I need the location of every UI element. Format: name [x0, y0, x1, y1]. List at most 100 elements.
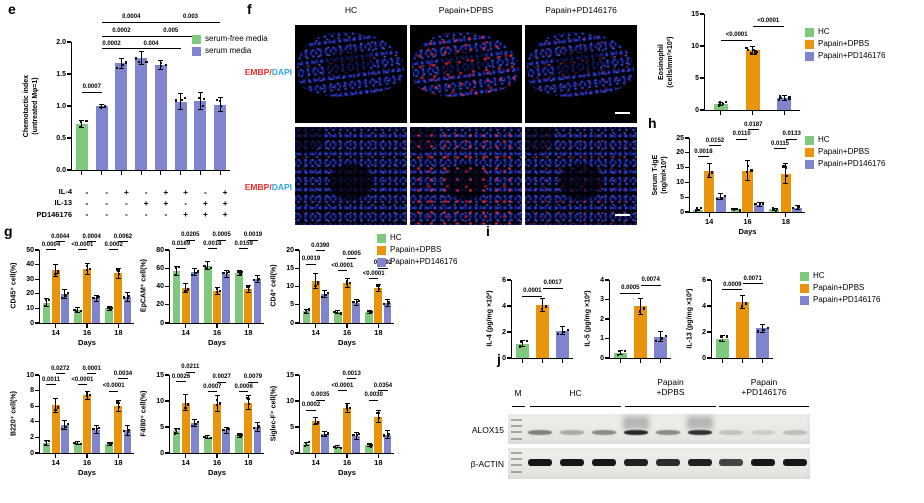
chart-dot: [92, 428, 95, 431]
chart-sigline: [77, 384, 87, 386]
chart-bar: [191, 422, 199, 453]
chart-err: [183, 394, 189, 396]
chart-err: [93, 433, 99, 434]
chart-dot: [387, 301, 390, 304]
chart-dot: [85, 394, 88, 397]
chart-dot: [126, 296, 130, 299]
chart-err: [771, 209, 777, 211]
chart-tick: [783, 111, 785, 115]
chart-sigline: [101, 35, 142, 37]
chart-err: [86, 268, 88, 275]
chart-dot: [180, 98, 183, 101]
chart-ax: [39, 375, 41, 454]
legend-label: HC: [818, 27, 830, 37]
chart-dot: [304, 312, 307, 315]
chart-sigline: [378, 267, 388, 269]
chart-glab: 16: [342, 328, 352, 337]
chart-glab: 16: [743, 217, 752, 226]
chart-siglab: 0.0159: [234, 240, 253, 247]
chart-err: [375, 291, 381, 293]
chart-dot: [320, 295, 324, 299]
chart-dot: [383, 302, 386, 305]
chart-tick: [507, 305, 511, 307]
siglecf-chart: 0 5 10 15 14 16 18 0.0002 0.0035 <0.0001 0.0013 0.0…: [286, 371, 394, 476]
chart-ytick: 15: [286, 264, 294, 272]
chart-tick: [140, 171, 142, 175]
chart-dot: [762, 328, 766, 331]
chart-err: [720, 193, 722, 197]
chart-err: [217, 111, 223, 113]
chart-siglab: 0.0169: [171, 240, 191, 247]
chart-tick: [721, 359, 723, 363]
chart-err: [315, 273, 317, 282]
chart-siglab: 0.0030: [364, 392, 383, 399]
chart-err: [236, 275, 242, 277]
chart-bar: [73, 309, 82, 323]
chart-dot: [643, 307, 646, 311]
chart-err: [324, 290, 326, 294]
chart-tick: [35, 405, 39, 407]
chart-err: [127, 292, 129, 297]
chart-siglab: 0.0017: [543, 280, 562, 287]
chart-err: [322, 296, 328, 298]
chart-dot: [174, 273, 177, 277]
chart-tick: [295, 285, 299, 288]
chart-dot: [720, 196, 723, 199]
chart-bar: [203, 436, 212, 453]
blot-row-label-bactin: β-ACTIN: [470, 459, 504, 469]
chart-tick: [685, 196, 689, 198]
chart-err: [75, 311, 81, 313]
j-underline-dpbs: [625, 406, 716, 408]
chart-tick: [165, 285, 169, 288]
chart-err: [120, 58, 122, 64]
chart-ytick: 40: [26, 261, 34, 269]
chart-dot: [544, 304, 548, 307]
treatment-sign: +: [222, 186, 228, 197]
chart-tick: [762, 359, 764, 363]
chart-dot: [110, 306, 113, 310]
chart-tick: [117, 454, 119, 458]
chart-dot: [183, 97, 187, 100]
chart-err: [322, 430, 328, 432]
chart-glab: 18: [114, 458, 123, 467]
chart-err: [77, 307, 79, 310]
chart-dot: [80, 120, 83, 123]
treatment-sign: -: [85, 186, 89, 197]
legend-item: HC: [800, 271, 880, 281]
chart-bar: [235, 272, 243, 323]
chart-tick: [165, 322, 169, 324]
chart-bar: [374, 288, 383, 323]
chart-err: [79, 126, 85, 128]
chart-dot: [784, 166, 788, 169]
chart-err: [337, 312, 339, 314]
chart-err: [747, 170, 748, 181]
chart-bar: [704, 170, 715, 212]
chart-dot: [349, 281, 352, 284]
chart-err: [95, 298, 97, 302]
chart-err: [344, 411, 350, 413]
chart-tick: [35, 390, 39, 392]
chart-sigline: [774, 148, 786, 150]
chart-sigline: [109, 390, 119, 392]
chart-err: [377, 416, 379, 423]
chart-bar: [213, 291, 221, 323]
chart-dot: [245, 396, 248, 400]
legend-swatch: [805, 52, 814, 61]
chart-dot: [784, 97, 787, 100]
chart-ax: [609, 280, 611, 359]
chart-dot: [107, 306, 110, 309]
embp-stain-overlay: [525, 25, 637, 102]
chart-dot: [75, 310, 78, 313]
chart-err: [750, 45, 755, 47]
chart-err: [223, 269, 229, 271]
chart-dot: [308, 308, 311, 311]
chart-siglab: 0.0027: [212, 374, 231, 381]
chart-tick: [295, 452, 299, 454]
chart-dot: [103, 105, 107, 108]
chart-tick: [507, 279, 511, 281]
chart-ytick: 6: [30, 402, 34, 410]
chart-err: [125, 300, 131, 302]
chart-err: [783, 183, 789, 185]
legend-swatch: [800, 296, 809, 305]
chart-ax: [299, 452, 394, 454]
